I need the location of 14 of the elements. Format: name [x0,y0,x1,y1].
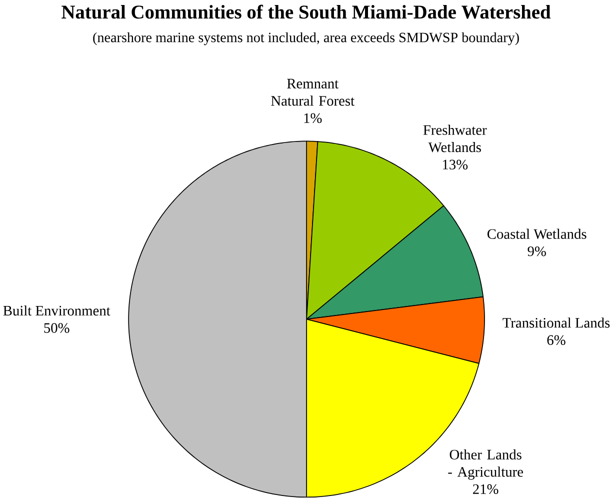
data-label: 6% [547,335,566,346]
data-label: 50% [44,323,70,334]
chart-title: Natural Communities of the South Miami-Dade Watershed [62,5,551,19]
data-label: 13% [442,160,468,170]
slice-label: Built Environment [3,306,110,316]
slice-label: Transitional Lands [502,318,610,328]
data-label: 21% [473,484,498,494]
data-label: 9% [528,246,546,256]
slice-label: Coastal Wetlands [487,228,586,240]
slice-label: Other Lands - Agriculture [448,450,524,480]
slice-label: Remnant Natural Forest [271,79,354,106]
data-label: 1% [304,114,322,124]
slice-label: Freshwater Wetlands [423,125,487,152]
chart-subtitle: (nearshore marine systems not included, area exceeds SMDWSP boundary) [93,32,519,46]
